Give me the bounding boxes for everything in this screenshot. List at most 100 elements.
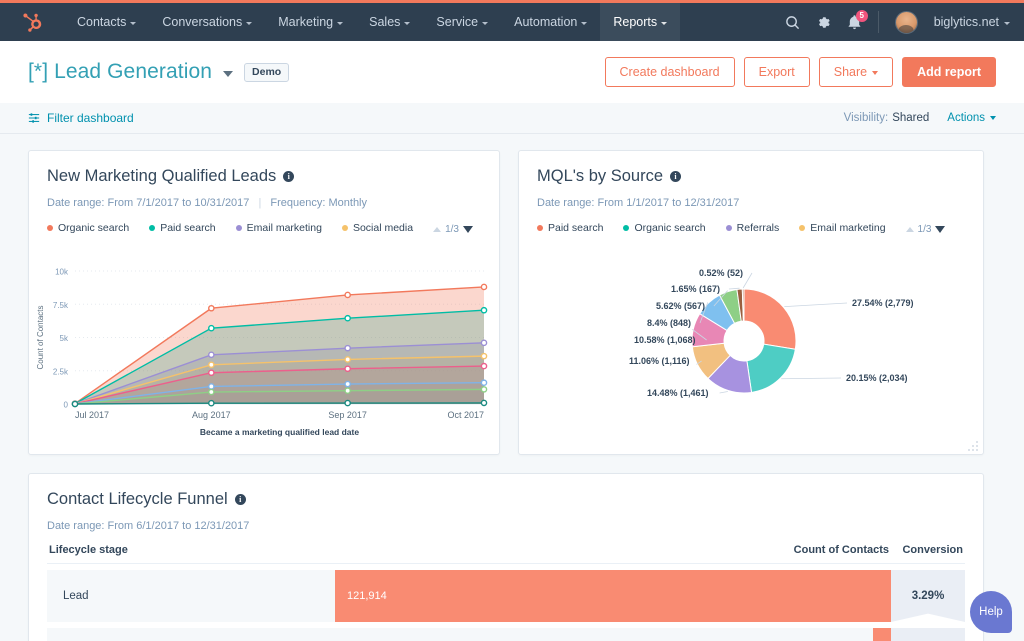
- dashboard-row-2: Contact Lifecycle Funnel i Date range: F…: [28, 473, 996, 641]
- nav-item-service[interactable]: Service: [423, 3, 501, 41]
- svg-text:Jul 2017: Jul 2017: [75, 410, 109, 420]
- funnel-stage-label: [47, 628, 335, 641]
- legend-next-arrow-icon[interactable]: [935, 226, 946, 233]
- export-button[interactable]: Export: [743, 57, 810, 87]
- notifications-bell-icon[interactable]: 5: [847, 9, 868, 30]
- nav-label: Automation: [514, 15, 578, 29]
- nav-item-contacts[interactable]: Contacts: [64, 3, 149, 41]
- svg-text:10k: 10k: [55, 268, 69, 277]
- legend-dot-icon: [341, 225, 348, 231]
- legend-page-indicator: 1/3: [917, 224, 932, 235]
- resize-grip-icon: [968, 441, 978, 451]
- legend-next-arrow-icon[interactable]: [462, 226, 473, 233]
- chevron-down-icon: [337, 21, 344, 25]
- funnel-stage-label: Lead: [47, 570, 335, 622]
- svg-text:5.62% (567): 5.62% (567): [656, 301, 705, 311]
- card-title: New Marketing Qualified Leads i: [47, 167, 481, 186]
- svg-text:10.58% (1,068): 10.58% (1,068): [634, 335, 696, 345]
- frequency-text: Frequency: Monthly: [270, 197, 368, 209]
- funnel-row-lead[interactable]: Lead 121,914 3.29%: [47, 570, 965, 622]
- funnel-bar-track: 121,914: [335, 570, 891, 622]
- legend-item[interactable]: Organic search: [623, 222, 706, 234]
- actions-label: Actions: [947, 112, 985, 124]
- nav-right-actions: 5 biglytics.net: [785, 3, 1010, 41]
- legend-item[interactable]: Email marketing: [799, 222, 886, 234]
- dashboard-switcher-chevron-down-icon[interactable]: [223, 70, 234, 77]
- filter-sliders-icon: [28, 113, 40, 123]
- funnel-bar: [872, 628, 891, 641]
- info-icon[interactable]: i: [670, 171, 682, 182]
- card-resize-handle[interactable]: [968, 439, 979, 451]
- demo-badge: Demo: [244, 62, 290, 82]
- card-date-range: Date range: From 1/1/2017 to 12/31/2017: [537, 197, 965, 209]
- nav-label: Reports: [613, 15, 658, 29]
- gear-icon[interactable]: [816, 15, 831, 30]
- svg-text:Oct 2017: Oct 2017: [447, 410, 484, 420]
- date-range-text: Date range: From 7/1/2017 to 10/31/2017: [47, 197, 250, 209]
- account-menu[interactable]: biglytics.net: [934, 15, 1010, 29]
- nav-divider: [877, 11, 879, 33]
- svg-text:5k: 5k: [60, 334, 69, 343]
- nav-label: Conversations: [162, 15, 243, 29]
- legend-label: Referrals: [736, 222, 780, 234]
- svg-text:8.4% (848): 8.4% (848): [647, 318, 691, 328]
- svg-text:0: 0: [64, 401, 69, 410]
- legend-item[interactable]: Referrals: [725, 222, 780, 234]
- card-title-text: New Marketing Qualified Leads: [47, 167, 277, 185]
- share-label: Share: [833, 65, 868, 79]
- date-range-text: Date range: From 1/1/2017 to 12/31/2017: [537, 197, 740, 209]
- legend-item[interactable]: Email marketing: [235, 222, 322, 234]
- hubspot-sprocket-icon: [23, 13, 42, 32]
- info-icon[interactable]: i: [283, 171, 295, 182]
- chevron-down-icon: [581, 21, 588, 25]
- chevron-down-icon: [872, 70, 879, 75]
- visibility-value: Shared: [892, 112, 930, 124]
- info-icon[interactable]: i: [234, 494, 246, 505]
- funnel-row-mql[interactable]: 41.07%: [47, 628, 965, 641]
- column-header-conversion: Conversion: [902, 544, 963, 556]
- legend-label: Social media: [352, 222, 414, 234]
- svg-text:0.52% (52): 0.52% (52): [699, 268, 743, 278]
- nav-item-conversations[interactable]: Conversations: [149, 3, 265, 41]
- help-button[interactable]: Help: [970, 591, 1012, 633]
- share-button[interactable]: Share: [818, 57, 894, 87]
- card-resize-handle[interactable]: [484, 439, 495, 450]
- top-navigation-bar: Contacts Conversations Marketing Sales S…: [0, 0, 1024, 41]
- legend-dot-icon: [799, 225, 806, 231]
- card-title: MQL's by Source i: [537, 167, 965, 186]
- card-header: Contact Lifecycle Funnel i Date range: F…: [29, 474, 983, 641]
- card-title-text: MQL's by Source: [537, 167, 664, 185]
- chart-legend: Organic search Paid search Email marketi…: [47, 221, 481, 235]
- search-icon[interactable]: [785, 15, 800, 30]
- funnel-bar-track: [335, 628, 891, 641]
- legend-item[interactable]: Social media: [341, 222, 414, 234]
- nav-item-sales[interactable]: Sales: [356, 3, 423, 41]
- chart-legend: Paid search Organic search Referrals Ema…: [537, 221, 965, 235]
- card-new-marketing-qualified-leads: New Marketing Qualified Leads i Date ran…: [28, 150, 500, 455]
- add-report-button[interactable]: Add report: [902, 57, 996, 87]
- actions-menu[interactable]: Actions: [947, 112, 996, 124]
- nav-item-marketing[interactable]: Marketing: [265, 3, 356, 41]
- svg-text:Became a marketing qualified l: Became a marketing qualified lead date: [200, 427, 359, 437]
- filter-dashboard-control[interactable]: Filter dashboard: [28, 111, 134, 125]
- date-range-text: Date range: From 6/1/2017 to 12/31/2017: [47, 520, 250, 532]
- legend-label: Organic search: [58, 222, 130, 234]
- card-header: MQL's by Source i Date range: From 1/1/2…: [519, 151, 983, 245]
- chevron-down-icon: [130, 21, 137, 25]
- svg-text:Aug 2017: Aug 2017: [192, 410, 231, 420]
- visibility-label: Visibility:: [843, 112, 889, 124]
- legend-item[interactable]: Paid search: [149, 222, 216, 234]
- dashboard-canvas: New Marketing Qualified Leads i Date ran…: [0, 134, 1024, 641]
- legend-prev-arrow-icon[interactable]: [905, 227, 914, 232]
- nav-item-reports[interactable]: Reports: [600, 3, 681, 41]
- legend-item[interactable]: Organic search: [47, 222, 129, 234]
- create-dashboard-button[interactable]: Create dashboard: [604, 57, 735, 87]
- legend-prev-arrow-icon[interactable]: [433, 227, 442, 232]
- page-header: [*] Lead Generation Demo Create dashboar…: [0, 41, 1024, 103]
- nav-label: Service: [436, 15, 479, 29]
- hubspot-logo[interactable]: [0, 11, 64, 33]
- nav-item-automation[interactable]: Automation: [501, 3, 600, 41]
- avatar[interactable]: [894, 10, 918, 34]
- legend-item[interactable]: Paid search: [537, 222, 603, 234]
- chevron-down-icon: [661, 21, 668, 25]
